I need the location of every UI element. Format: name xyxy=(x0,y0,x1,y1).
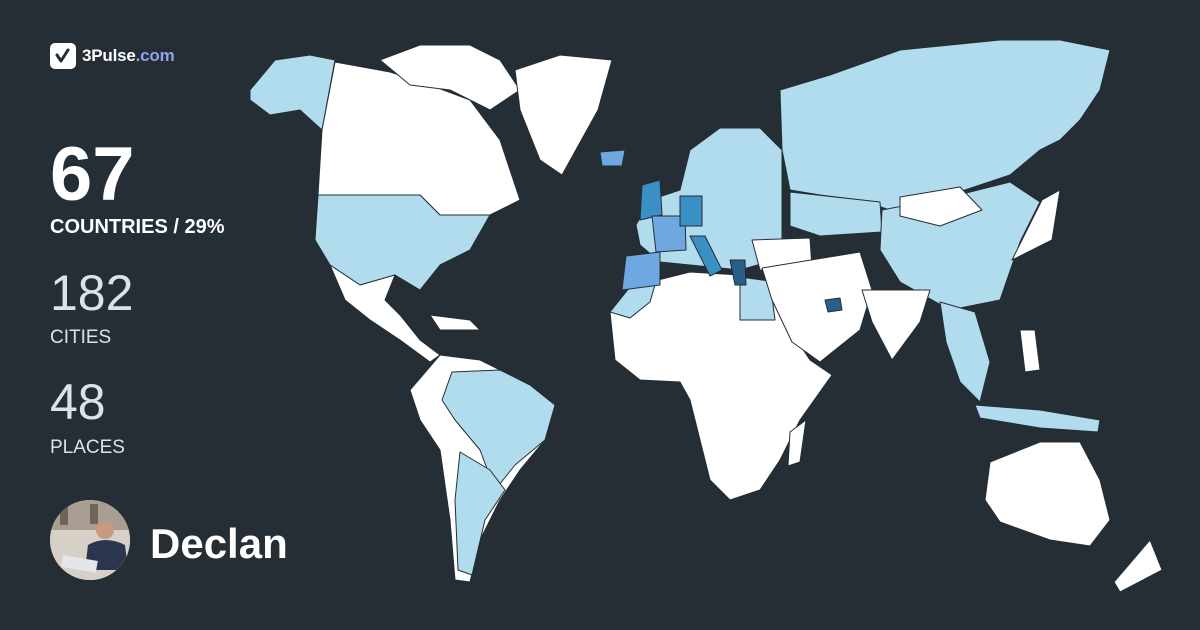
country-alaska xyxy=(249,54,336,131)
country-kazakhstan xyxy=(789,191,883,237)
country-france xyxy=(651,215,687,253)
country-egypt xyxy=(739,276,776,321)
cities-count: 182 xyxy=(50,265,134,321)
places-label: PLACES xyxy=(50,437,125,458)
country-russia xyxy=(779,39,1111,211)
user-name: Declan xyxy=(150,520,288,567)
country-uae xyxy=(824,297,843,313)
country-usa xyxy=(314,194,491,291)
country-argentina xyxy=(454,451,506,576)
country-morocco xyxy=(609,284,656,319)
southeast-asia xyxy=(939,301,991,403)
country-uk xyxy=(639,179,663,221)
country-philippines xyxy=(1019,329,1041,373)
country-indonesia xyxy=(974,404,1101,433)
country-brazil xyxy=(441,369,556,491)
middle-east xyxy=(761,251,873,363)
brand-logo[interactable]: 3Pulse.com xyxy=(50,43,175,69)
country-germany xyxy=(679,195,703,227)
country-japan xyxy=(1011,189,1061,261)
brand-name: 3Pulse xyxy=(82,46,136,65)
country-greenland xyxy=(514,54,613,176)
country-greece xyxy=(729,259,747,286)
country-australia xyxy=(984,441,1111,547)
country-italy xyxy=(689,235,723,277)
places-count: 48 xyxy=(50,374,106,430)
caribbean xyxy=(429,314,481,331)
countries-label: COUNTRIES / 29% xyxy=(50,216,225,238)
country-india xyxy=(861,289,931,361)
country-new-zealand xyxy=(1113,539,1163,593)
cities-label: CITIES xyxy=(50,327,112,348)
brand-domain: .com xyxy=(135,46,175,65)
country-madagascar xyxy=(787,419,807,467)
checkmark-pulse-icon xyxy=(50,43,76,69)
country-iceland xyxy=(599,149,626,167)
country-spain xyxy=(621,251,661,291)
country-mongolia xyxy=(899,186,983,227)
country-mexico-central-america xyxy=(329,264,441,363)
countries-count: 67 xyxy=(50,132,135,217)
avatar xyxy=(50,500,130,580)
